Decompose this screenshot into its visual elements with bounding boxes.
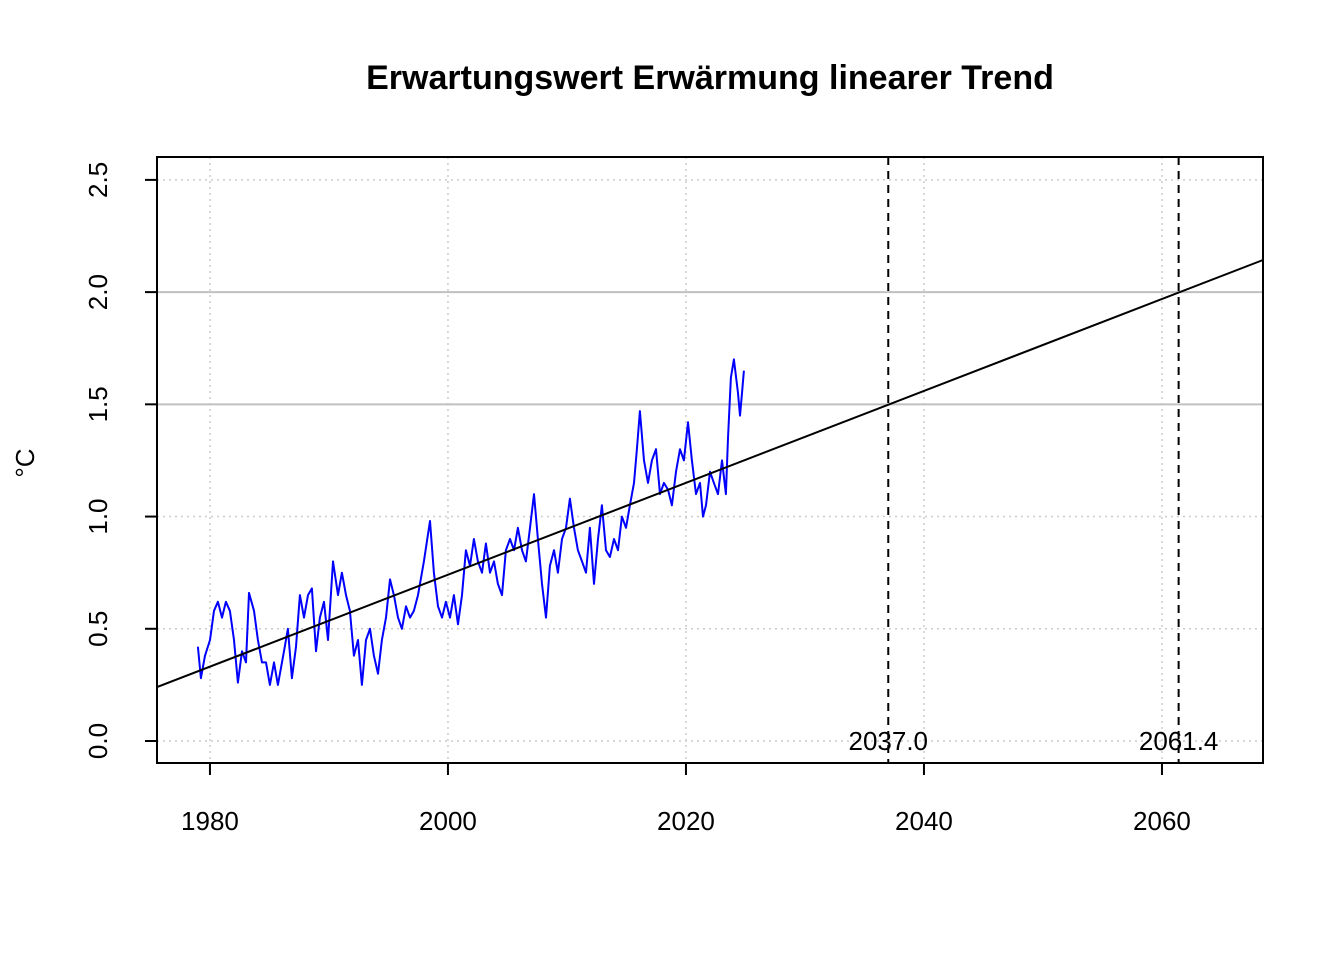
y-tick-label: 0.0 xyxy=(83,723,113,759)
threshold-label: 2061.4 xyxy=(1139,726,1219,756)
threshold-label: 2037.0 xyxy=(848,726,928,756)
y-tick-label: 1.0 xyxy=(83,498,113,534)
x-tick-label: 2000 xyxy=(419,806,477,836)
trend-line xyxy=(156,259,1264,689)
y-tick-label: 1.5 xyxy=(83,386,113,422)
x-tick-label: 1980 xyxy=(181,806,239,836)
y-axis-label: °C xyxy=(10,448,40,477)
y-tick-label: 0.5 xyxy=(83,611,113,647)
x-tick-label: 2060 xyxy=(1133,806,1191,836)
y-tick-label: 2.0 xyxy=(83,274,113,310)
y-tick-label: 2.5 xyxy=(83,162,113,198)
x-tick-label: 2040 xyxy=(895,806,953,836)
x-tick-label: 2020 xyxy=(657,806,715,836)
data-line xyxy=(196,358,745,686)
chart-title: Erwartungswert Erwärmung linearer Trend xyxy=(366,59,1054,97)
plot-frame xyxy=(156,156,1264,764)
